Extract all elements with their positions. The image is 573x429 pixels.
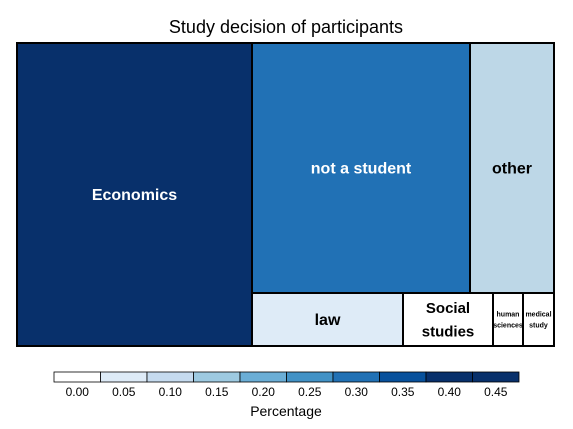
color-legend: 0.00 0.05 0.10 0.15 0.20 0.25 0.30 0.35 0.40 0.45	[53, 371, 520, 399]
treemap-cell-not-a-student	[251, 42, 471, 294]
legend-tick-label: 0.30	[345, 385, 369, 399]
treemap-label-social-studies: Social studies	[422, 300, 475, 340]
legend-tick-label: 0.00	[66, 385, 90, 399]
treemap-cell-economics	[16, 42, 253, 347]
legend-swatch	[472, 371, 520, 383]
legend-title: Percentage	[250, 403, 322, 419]
treemap-label-economics: Economics	[92, 187, 177, 204]
legend-tick-label: 0.25	[298, 385, 322, 399]
legend-tick-label: 0.35	[391, 385, 415, 399]
legend-tick-label: 0.10	[159, 385, 183, 399]
treemap-cell-medical-study	[522, 292, 555, 347]
treemap-label-medical-study: medical study	[525, 312, 551, 330]
chart-title: Study decision of participants	[169, 17, 403, 37]
legend-tick-label: 0.45	[484, 385, 508, 399]
legend-swatch	[332, 371, 380, 383]
legend-tick-label: 0.40	[438, 385, 462, 399]
treemap-cell-social-studies	[402, 292, 494, 347]
legend-swatch	[53, 371, 101, 383]
legend-swatch	[239, 371, 287, 383]
legend-swatch	[146, 371, 194, 383]
legend-swatch	[379, 371, 427, 383]
treemap-label-human-sciences: human sciences	[493, 312, 523, 330]
legend-swatch	[193, 371, 241, 383]
legend-swatch	[286, 371, 334, 383]
treemap-label-law: law	[315, 312, 341, 329]
legend-tick-label: 0.15	[205, 385, 229, 399]
treemap-cell-other	[469, 42, 555, 294]
legend-swatch	[425, 371, 473, 383]
treemap-label-not-a-student: not a student	[311, 161, 412, 178]
treemap-cells: Economics not a student other law Social stud…	[16, 42, 555, 347]
treemap-cell-human-sciences	[492, 292, 524, 347]
legend-tick-label: 0.05	[112, 385, 136, 399]
legend-swatch	[100, 371, 148, 383]
treemap-label-other: other	[492, 161, 532, 178]
legend-tick-label: 0.20	[252, 385, 276, 399]
